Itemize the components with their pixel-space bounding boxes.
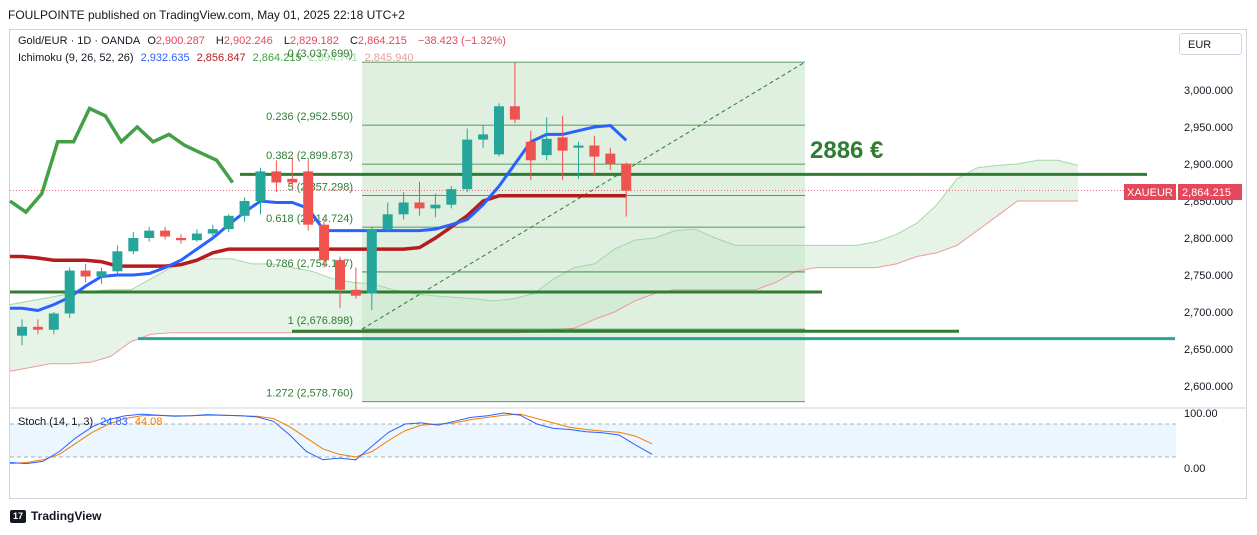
low-value: L2,829.182	[284, 35, 343, 47]
symbol-name: Gold/EUR · 1D · OANDA	[18, 35, 141, 47]
publisher-header: FOULPOINTE published on TradingView.com,…	[8, 8, 405, 22]
symbol-legend: Gold/EUR · 1D · OANDA O2,900.287 H2,902.…	[18, 35, 510, 47]
open-label: O	[147, 35, 156, 47]
chart-frame	[9, 29, 1247, 499]
stoch-label: Stoch (14, 1, 3)	[18, 416, 94, 428]
currency-button[interactable]: EUR	[1179, 33, 1242, 55]
high-number: 2,902.246	[223, 35, 273, 47]
close-value: C2,864.215	[350, 35, 411, 47]
stoch-legend: Stoch (14, 1, 3) 24.83 44.08	[18, 416, 166, 428]
high-value: H2,902.246	[216, 35, 277, 47]
ichimoku-chikou-value: 2,864.215	[252, 52, 302, 64]
ichimoku-spanA-value: 2,894.741	[308, 52, 358, 64]
tradingview-footer[interactable]: 17 TradingView	[10, 509, 101, 523]
change-value: −38.423 (−1.32%)	[417, 35, 506, 47]
stoch-k-value: 24.83	[100, 416, 128, 428]
ichimoku-tenkan-value: 2,932.635	[140, 52, 190, 64]
logo-text: 17	[13, 510, 24, 521]
high-label: H	[215, 35, 224, 47]
open-value: O2,900.287	[147, 35, 209, 47]
tradingview-brand: TradingView	[31, 509, 102, 523]
ichimoku-label: Ichimoku (9, 26, 52, 26)	[18, 52, 134, 64]
ichimoku-legend: Ichimoku (9, 26, 52, 26) 2,932.635 2,856…	[18, 52, 418, 64]
ichimoku-spanB-value: 2,845.940	[364, 52, 414, 64]
stoch-d-value: 44.08	[134, 416, 163, 428]
close-number: 2,864.215	[357, 35, 407, 47]
open-number: 2,900.287	[155, 35, 205, 47]
low-number: 2,829.182	[289, 35, 339, 47]
low-label: L	[283, 35, 290, 47]
tradingview-logo-icon: 17	[10, 509, 27, 523]
ichimoku-kijun-value: 2,856.847	[196, 52, 246, 64]
close-label: C	[349, 35, 358, 47]
